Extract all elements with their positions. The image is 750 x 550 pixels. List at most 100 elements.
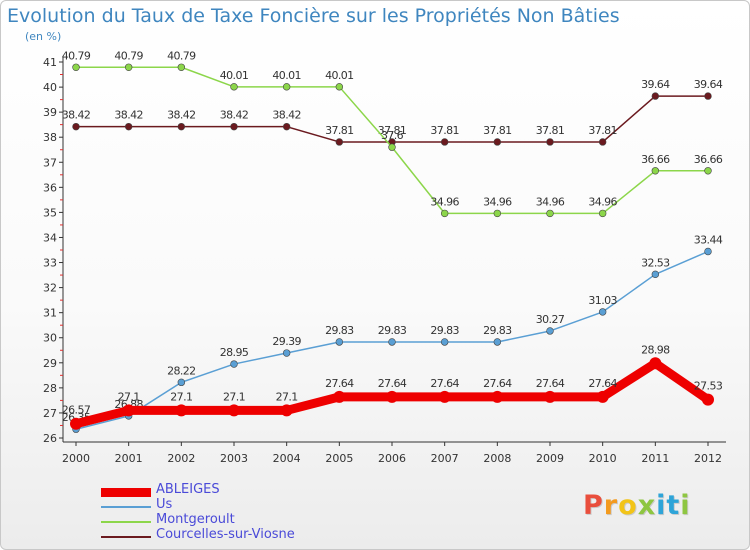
data-label-courcelles-sur-viosne: 37.81 [536, 124, 565, 137]
data-point-courcelles-sur-viosne [230, 122, 238, 131]
y-tick-label: 40 [43, 81, 57, 94]
data-label-us: 28.22 [167, 364, 196, 377]
proxiti-logo: Proxiti [583, 490, 691, 521]
data-label-ableiges: 27.1 [276, 390, 298, 403]
data-point-ableiges [228, 404, 240, 417]
legend-label: Courcelles-sur-Viosne [156, 527, 295, 542]
y-tick-label: 34 [43, 231, 57, 244]
y-tick-label: 41 [43, 56, 57, 69]
data-point-montgeroult [704, 167, 712, 175]
data-label-ableiges: 26.57 [62, 404, 91, 417]
data-point-montgeroult [72, 63, 80, 71]
x-tick-label: 2004 [273, 452, 301, 465]
data-point-us [282, 349, 291, 357]
data-label-montgeroult: 37.6 [381, 129, 404, 142]
y-tick-label: 36 [43, 181, 57, 194]
data-point-courcelles-sur-viosne [124, 122, 133, 131]
data-point-ableiges [333, 390, 346, 403]
data-point-ableiges [70, 417, 82, 430]
data-label-courcelles-sur-viosne: 38.42 [114, 109, 143, 122]
data-point-courcelles-sur-viosne [440, 138, 449, 146]
logo-letter: x [637, 490, 657, 521]
legend-swatch [101, 487, 151, 497]
data-label-courcelles-sur-viosne: 39.64 [694, 78, 723, 91]
data-point-courcelles-sur-viosne [598, 138, 607, 146]
data-point-us [230, 360, 238, 368]
data-point-courcelles-sur-viosne [651, 92, 660, 100]
data-point-montgeroult [598, 209, 607, 218]
data-label-courcelles-sur-viosne: 37.81 [430, 124, 459, 137]
x-tick-label: 2003 [220, 452, 248, 465]
data-label-montgeroult: 34.96 [536, 195, 565, 208]
data-point-ableiges [491, 390, 504, 403]
y-tick-label: 28 [43, 382, 57, 395]
chart-title: Evolution du Taux de Taxe Foncière sur l… [7, 5, 620, 27]
data-label-ableiges: 27.64 [430, 377, 459, 390]
data-label-courcelles-sur-viosne: 39.64 [641, 78, 670, 91]
data-point-courcelles-sur-viosne [335, 138, 344, 146]
data-label-courcelles-sur-viosne: 38.42 [272, 109, 301, 122]
data-point-montgeroult [282, 83, 291, 91]
data-label-ableiges: 27.64 [325, 377, 354, 390]
data-point-montgeroult [388, 143, 396, 151]
data-point-courcelles-sur-viosne [704, 92, 712, 100]
data-label-montgeroult: 40.01 [220, 69, 249, 82]
data-point-ableiges [702, 393, 714, 406]
x-tick-label: 2007 [431, 452, 459, 465]
data-label-ableiges: 27.1 [118, 390, 140, 403]
data-label-ableiges: 28.98 [641, 343, 670, 356]
data-point-courcelles-sur-viosne [72, 122, 80, 131]
y-tick-label: 37 [43, 156, 57, 169]
x-tick-label: 2005 [325, 452, 353, 465]
x-tick-label: 2009 [536, 452, 564, 465]
y-tick-label: 29 [43, 357, 57, 370]
legend-swatch [101, 521, 151, 523]
x-tick-label: 2012 [694, 452, 722, 465]
y-axis-unit: (en %) [25, 30, 62, 43]
data-point-ableiges [280, 404, 293, 417]
data-point-montgeroult [177, 63, 186, 71]
data-point-montgeroult [230, 83, 238, 91]
data-label-montgeroult: 40.01 [325, 69, 354, 82]
x-tick-label: 2000 [62, 452, 90, 465]
data-label-us: 29.39 [272, 335, 301, 348]
data-point-montgeroult [440, 209, 449, 218]
data-point-montgeroult [493, 209, 502, 218]
y-tick-label: 26 [43, 432, 57, 445]
data-label-us: 29.83 [325, 324, 354, 337]
y-tick-label: 30 [43, 332, 57, 345]
data-label-montgeroult: 34.96 [430, 195, 459, 208]
data-label-courcelles-sur-viosne: 37.81 [588, 124, 617, 137]
logo-letter: o [618, 490, 638, 521]
data-label-us: 29.83 [430, 324, 459, 337]
data-label-montgeroult: 40.79 [114, 49, 143, 62]
data-point-courcelles-sur-viosne [282, 122, 291, 131]
data-point-courcelles-sur-viosne [493, 138, 502, 146]
data-point-us [388, 338, 396, 346]
data-label-courcelles-sur-viosne: 38.42 [167, 109, 196, 122]
data-label-montgeroult: 34.96 [483, 195, 512, 208]
data-label-us: 29.83 [483, 324, 512, 337]
y-tick-label: 32 [43, 282, 57, 295]
x-tick-label: 2001 [115, 452, 143, 465]
data-point-montgeroult [335, 83, 344, 91]
data-label-montgeroult: 40.79 [167, 49, 196, 62]
legend-swatch [101, 536, 151, 538]
data-label-ableiges: 27.1 [223, 390, 245, 403]
legend-label: Montgeroult [156, 512, 235, 527]
data-label-montgeroult: 34.96 [588, 195, 617, 208]
data-point-ableiges [438, 390, 451, 403]
logo-letter: P [583, 490, 604, 521]
data-point-montgeroult [546, 209, 554, 218]
data-point-us [177, 378, 186, 387]
data-label-us: 31.03 [588, 294, 617, 307]
data-label-ableiges: 27.64 [588, 377, 617, 390]
data-point-ableiges [386, 390, 398, 403]
data-point-us [493, 338, 502, 346]
logo-letter: i [656, 490, 667, 521]
data-point-ableiges [175, 404, 188, 417]
data-label-courcelles-sur-viosne: 38.42 [62, 109, 91, 122]
data-label-us: 28.95 [220, 346, 249, 359]
